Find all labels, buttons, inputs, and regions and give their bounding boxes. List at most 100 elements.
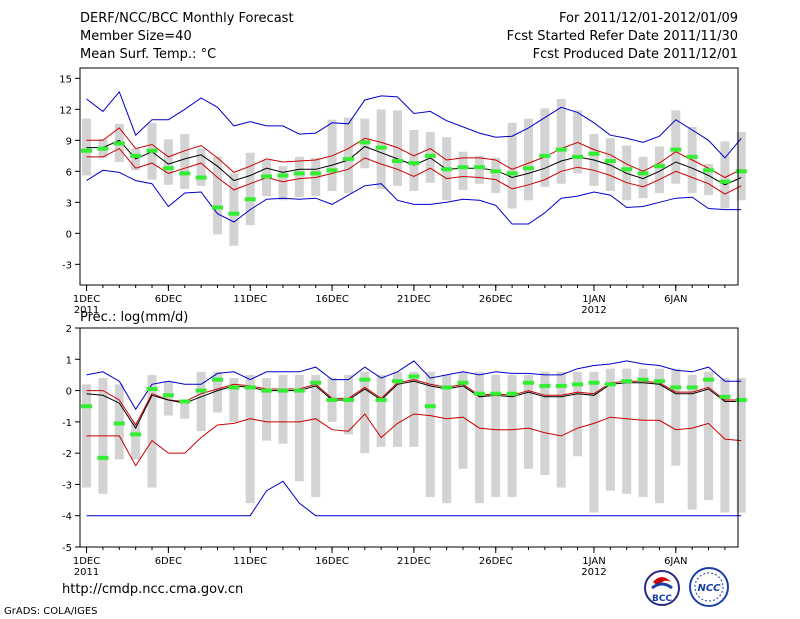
temp-y-tick-label: 12: [59, 105, 72, 116]
precip-ensemble-max-line: [86, 360, 742, 411]
temp-observed-marker: [310, 171, 322, 176]
temp-spread-box: [556, 99, 566, 184]
precip-spread-box: [163, 381, 173, 416]
temp-x-tick-label: 1DEC: [73, 294, 100, 305]
precip-spread-box: [278, 374, 288, 444]
precip-spread-box: [360, 371, 370, 454]
precip-x-tick-label: 26DEC: [479, 556, 513, 567]
precip-observed-marker: [522, 380, 534, 385]
precip-y-tick-label: 1: [66, 355, 72, 366]
temp-observed-marker: [441, 167, 453, 172]
temp-y-tick-label: 9: [66, 136, 72, 147]
temp-x-tick-label: 6DEC: [155, 294, 182, 305]
temp-spread-box: [540, 108, 550, 187]
precip-observed-marker: [195, 388, 207, 393]
temp-spread-box: [294, 156, 304, 198]
precip-x-tick-label: 21DEC: [397, 556, 431, 567]
precip-observed-marker: [392, 379, 404, 384]
temp-spread-box: [654, 146, 664, 194]
precip-spread-box: [704, 371, 714, 501]
precip-observed-marker: [637, 377, 649, 382]
temp-observed-marker: [686, 154, 698, 159]
temp-observed-marker: [408, 161, 420, 166]
precip-observed-marker: [211, 377, 223, 382]
precip-observed-marker: [424, 404, 436, 409]
precip-observed-marker: [441, 385, 453, 390]
temp-spread-box: [163, 139, 173, 185]
temp-spread-box: [704, 164, 714, 196]
temp-observed-marker: [588, 151, 600, 156]
temp-observed-marker: [359, 140, 371, 145]
temp-observed-marker: [293, 171, 305, 176]
temp-observed-marker: [375, 145, 387, 150]
precip-observed-marker: [375, 397, 387, 402]
precip-y-tick-label: -5: [62, 543, 72, 554]
precip-observed-marker: [653, 379, 665, 384]
precip-observed-marker: [326, 397, 338, 402]
precip-x-tick-year: 2012: [581, 567, 606, 578]
precip-spread-lower-line: [86, 413, 742, 467]
temp-observed-marker: [342, 156, 354, 161]
precip-observed-marker: [146, 387, 158, 392]
temp-ensemble-max-line: [86, 90, 742, 159]
temp-observed-marker: [653, 164, 665, 169]
precip-observed-marker: [277, 388, 289, 393]
temp-spread-box: [245, 152, 255, 226]
precip-observed-marker: [686, 385, 698, 390]
temp-spread-lower-line: [86, 147, 742, 195]
precip-observed-marker: [342, 397, 354, 402]
precip-spread-box: [393, 371, 403, 447]
temp-spread-box: [474, 155, 484, 184]
precip-x-tick-label: 11DEC: [233, 556, 267, 567]
precip-observed-marker: [473, 391, 485, 396]
precip-observed-marker: [81, 404, 93, 409]
temp-observed-marker: [228, 211, 240, 216]
temp-observed-marker: [735, 169, 747, 174]
precip-spread-box: [212, 371, 222, 413]
precip-spread-box: [671, 368, 681, 466]
temp-y-tick-label: -3: [62, 260, 72, 271]
temp-observed-marker: [506, 171, 518, 176]
precip-spread-box: [245, 374, 255, 504]
temp-observed-marker: [211, 205, 223, 210]
member-size: Member Size=40: [80, 29, 192, 44]
temp-x-tick-label: 1JAN: [582, 294, 605, 305]
temp-ensemble-mean-line: [86, 139, 742, 186]
temp-observed-marker: [637, 171, 649, 176]
precip-observed-marker: [162, 393, 174, 398]
temp-observed-marker: [670, 147, 682, 152]
precip-observed-marker: [506, 391, 518, 396]
precip-spread-box: [736, 378, 746, 513]
temp-observed-marker: [572, 154, 584, 159]
precip-observed-marker: [735, 397, 747, 402]
precip-x-tick-label: 1DEC: [73, 556, 100, 567]
precip-spread-box: [196, 371, 206, 432]
temp-observed-marker: [97, 146, 109, 151]
temp-spread-box: [736, 132, 746, 201]
precip-spread-box: [720, 378, 730, 513]
temp-plot-frame: [79, 67, 739, 286]
precip-observed-marker: [113, 421, 125, 426]
precip-observed-marker: [408, 374, 420, 379]
precip-observed-marker: [130, 432, 142, 437]
temp-observed-marker: [490, 169, 502, 174]
ncc-logo-text: NCC: [697, 583, 721, 594]
temp-observed-marker: [179, 171, 191, 176]
precip-observed-marker: [244, 385, 256, 390]
precip-spread-box: [605, 368, 615, 491]
precip-observed-marker: [359, 377, 371, 382]
temp-spread-box: [638, 156, 648, 199]
precip-spread-box: [573, 371, 583, 457]
precip-spread-box: [654, 368, 664, 504]
temp-observed-marker: [81, 148, 93, 153]
source-url[interactable]: http://cmdp.ncc.cma.gov.cn: [62, 582, 244, 597]
precip-spread-box: [409, 371, 419, 447]
precip-observed-marker: [572, 382, 584, 387]
temp-spread-box: [212, 156, 222, 235]
precip-spread-box: [262, 378, 272, 441]
temp-y-tick-label: 0: [66, 229, 72, 240]
precip-observed-marker: [228, 385, 240, 390]
temp-observed-marker: [244, 197, 256, 202]
precip-spread-box: [458, 371, 468, 469]
